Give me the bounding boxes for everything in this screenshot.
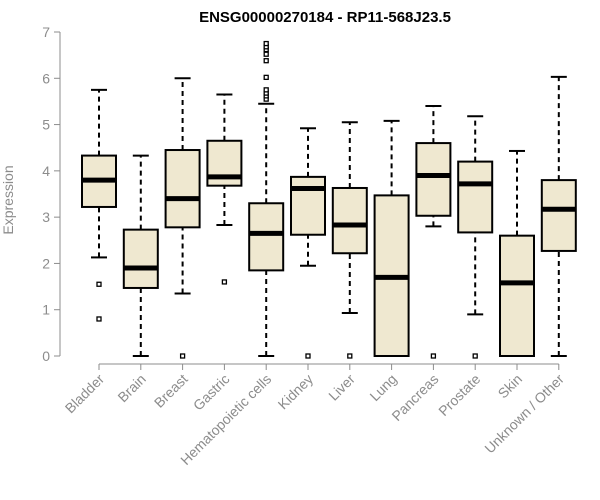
outlier-point — [472, 353, 478, 359]
box-iqr — [290, 175, 326, 236]
box-bladder — [81, 88, 117, 322]
box-iqr — [331, 186, 368, 255]
x-category-label: Unknown / Other — [481, 371, 567, 457]
outlier-point — [221, 279, 228, 285]
x-category-label: Lung — [366, 371, 399, 404]
outlier-point — [263, 40, 269, 47]
outlier-point — [96, 281, 102, 287]
box-lung — [373, 119, 410, 357]
outlier-point — [263, 87, 269, 93]
y-axis-label: Expression — [0, 165, 16, 234]
chart-title: ENSG00000270184 - RP11-568J23.5 — [199, 9, 451, 26]
y-tick-label: 1 — [42, 302, 50, 318]
box-unknown-other — [540, 75, 577, 357]
box-gastric — [206, 93, 243, 285]
outlier-point — [263, 74, 269, 81]
box-hematopoietic-cells — [248, 40, 285, 357]
y-tick-label: 0 — [42, 348, 50, 364]
box-iqr — [122, 228, 159, 289]
outlier-point — [430, 353, 437, 359]
x-category-label: Bladder — [62, 371, 108, 417]
outlier-point — [179, 353, 186, 359]
outlier-point — [263, 51, 269, 57]
y-tick-label: 2 — [42, 255, 50, 271]
box-prostate — [457, 115, 494, 359]
outlier-point — [305, 353, 311, 359]
box-skin — [499, 149, 535, 358]
box-iqr — [540, 179, 577, 252]
outlier-point — [347, 353, 353, 359]
y-tick-label: 7 — [42, 24, 50, 40]
y-tick-label: 4 — [42, 163, 50, 179]
box-iqr — [499, 234, 535, 358]
box-iqr — [415, 142, 452, 217]
outlier-point — [263, 58, 269, 64]
box-iqr — [164, 149, 201, 229]
y-tick-label: 5 — [42, 117, 50, 133]
box-brain — [122, 154, 159, 357]
plot-area — [81, 40, 577, 359]
x-category-label: Skin — [495, 371, 526, 402]
y-tick-label: 3 — [42, 209, 50, 225]
box-iqr — [457, 160, 494, 234]
x-category-label: Brain — [114, 371, 148, 405]
box-pancreas — [415, 105, 452, 359]
x-category-label: Liver — [325, 371, 358, 404]
y-axis: 0 1 2 3 4 5 6 7 — [42, 24, 61, 364]
box-liver — [331, 121, 368, 359]
outlier-point — [96, 316, 102, 322]
x-category-label: Prostate — [435, 371, 483, 419]
x-category-label: Kidney — [275, 371, 317, 413]
box-kidney — [290, 127, 326, 359]
box-breast — [164, 77, 201, 359]
y-tick-label: 6 — [42, 70, 50, 86]
x-category-label: Breast — [151, 371, 191, 411]
box-iqr — [248, 202, 285, 272]
